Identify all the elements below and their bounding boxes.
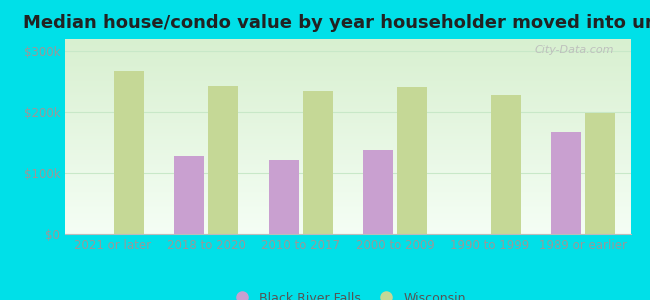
Legend: Black River Falls, Wisconsin: Black River Falls, Wisconsin xyxy=(224,287,471,300)
Bar xyxy=(551,132,582,234)
Title: Median house/condo value by year householder moved into unit: Median house/condo value by year househo… xyxy=(23,14,650,32)
Bar xyxy=(396,86,427,234)
Bar xyxy=(363,150,393,234)
Bar xyxy=(491,95,521,234)
Bar xyxy=(268,160,299,234)
Bar xyxy=(174,156,205,234)
Bar xyxy=(302,91,333,234)
Bar xyxy=(585,113,616,234)
Bar xyxy=(114,71,144,234)
Text: City-Data.com: City-Data.com xyxy=(534,45,614,55)
Bar xyxy=(208,86,239,234)
